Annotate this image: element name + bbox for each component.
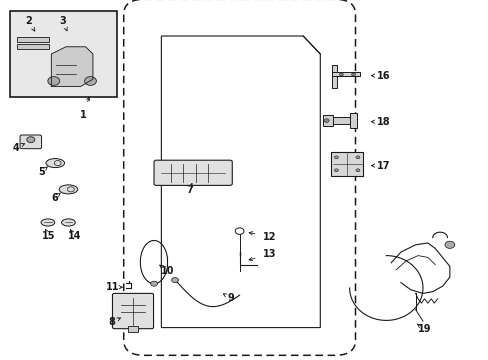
FancyBboxPatch shape bbox=[330, 152, 363, 176]
Text: 5: 5 bbox=[38, 167, 45, 177]
Bar bbox=[332, 117, 351, 124]
Circle shape bbox=[355, 169, 359, 172]
Circle shape bbox=[444, 241, 454, 248]
Bar bbox=[331, 65, 337, 88]
Circle shape bbox=[48, 77, 60, 85]
Polygon shape bbox=[51, 47, 93, 86]
Text: 2: 2 bbox=[25, 15, 32, 26]
Text: 4: 4 bbox=[13, 143, 20, 153]
FancyBboxPatch shape bbox=[127, 326, 138, 332]
Text: 3: 3 bbox=[59, 15, 66, 26]
Ellipse shape bbox=[59, 185, 78, 194]
Text: 7: 7 bbox=[186, 185, 193, 195]
Text: 9: 9 bbox=[227, 293, 234, 303]
Circle shape bbox=[351, 73, 355, 76]
Text: 12: 12 bbox=[263, 232, 276, 242]
Circle shape bbox=[27, 137, 35, 143]
Bar bbox=[322, 115, 332, 126]
Text: 16: 16 bbox=[376, 71, 390, 81]
FancyBboxPatch shape bbox=[112, 293, 153, 329]
Circle shape bbox=[334, 169, 338, 172]
Circle shape bbox=[339, 73, 343, 76]
FancyBboxPatch shape bbox=[154, 160, 232, 185]
Circle shape bbox=[334, 156, 338, 159]
Text: 1: 1 bbox=[80, 110, 86, 120]
Bar bbox=[331, 72, 359, 76]
Bar bbox=[349, 113, 356, 128]
Text: 14: 14 bbox=[67, 231, 81, 241]
Circle shape bbox=[84, 77, 96, 85]
Text: 17: 17 bbox=[376, 161, 390, 171]
Text: 10: 10 bbox=[161, 266, 174, 276]
Ellipse shape bbox=[61, 219, 75, 226]
Text: 13: 13 bbox=[263, 249, 276, 259]
Text: 18: 18 bbox=[376, 117, 390, 127]
FancyBboxPatch shape bbox=[20, 135, 41, 149]
Ellipse shape bbox=[41, 219, 55, 226]
Circle shape bbox=[324, 119, 328, 122]
Text: 15: 15 bbox=[42, 231, 56, 241]
Ellipse shape bbox=[46, 158, 64, 167]
Circle shape bbox=[355, 156, 359, 159]
Text: 6: 6 bbox=[51, 193, 58, 203]
Text: 8: 8 bbox=[108, 317, 115, 327]
Circle shape bbox=[150, 281, 157, 286]
Circle shape bbox=[171, 278, 178, 283]
Text: 19: 19 bbox=[417, 324, 430, 334]
FancyBboxPatch shape bbox=[17, 44, 49, 49]
Text: 11: 11 bbox=[105, 282, 119, 292]
FancyBboxPatch shape bbox=[17, 37, 49, 42]
Bar bbox=[10, 11, 117, 97]
